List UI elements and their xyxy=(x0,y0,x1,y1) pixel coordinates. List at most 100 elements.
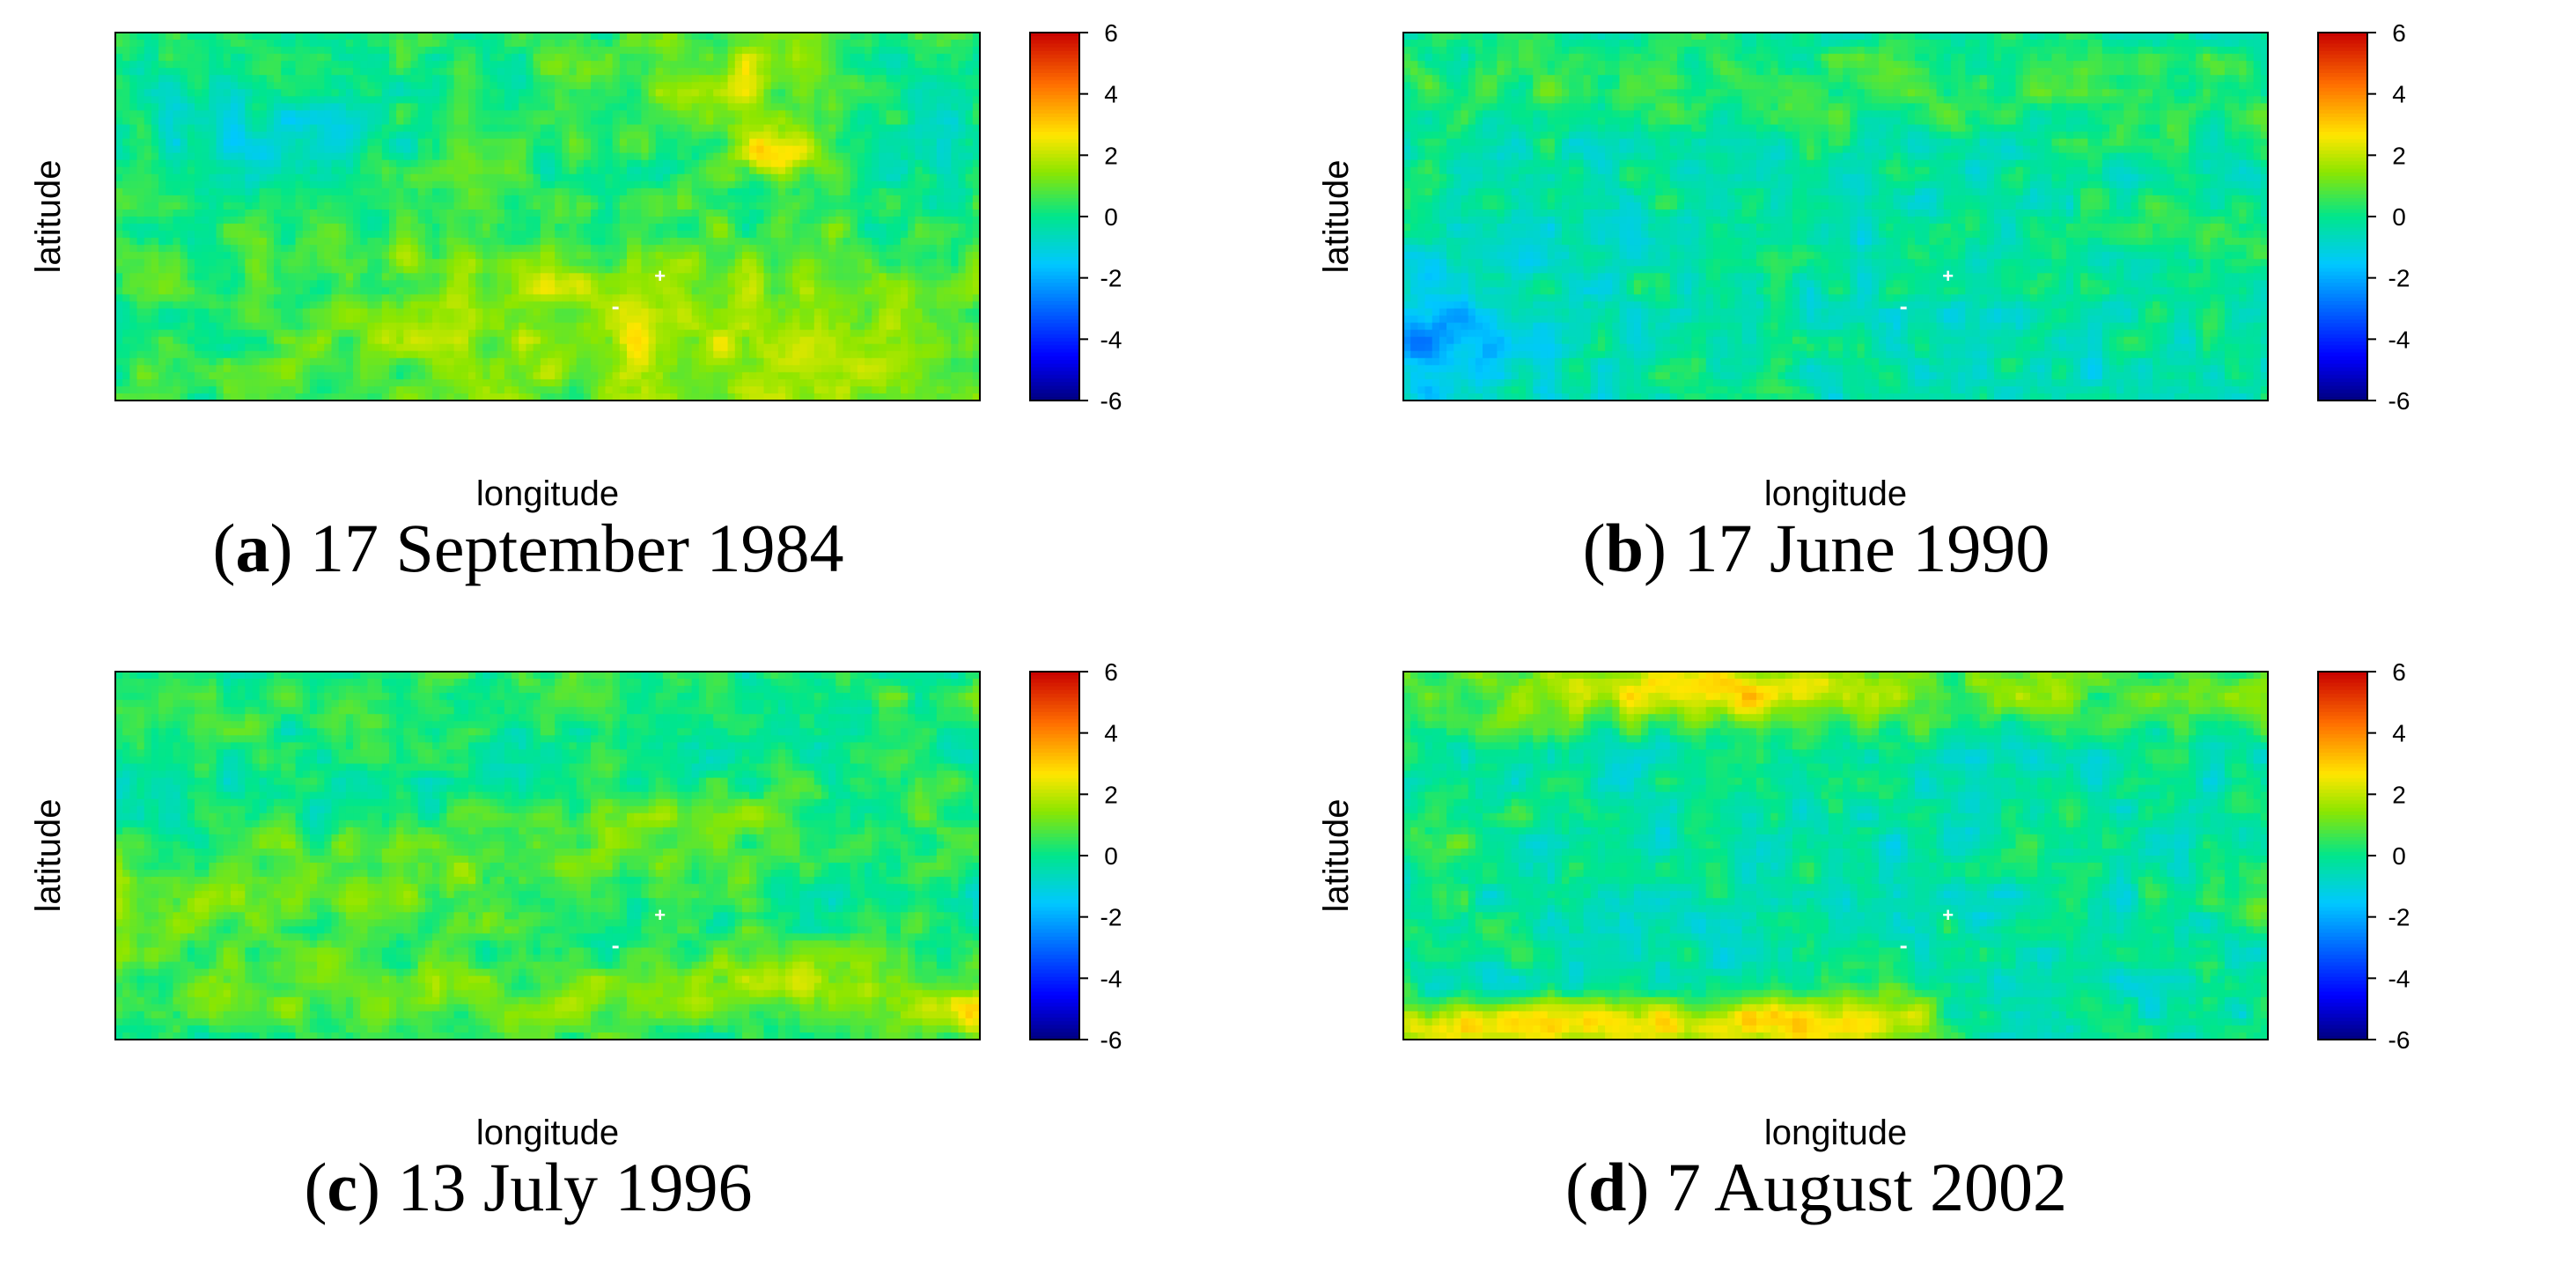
heatmap-cell xyxy=(512,209,519,217)
heatmap-cell xyxy=(202,217,210,224)
heatmap-cell xyxy=(245,322,254,331)
heatmap-cell xyxy=(374,231,383,239)
heatmap-cell xyxy=(944,231,952,239)
heatmap-cell xyxy=(562,259,570,267)
heatmap-cell xyxy=(770,103,779,112)
heatmap-cell xyxy=(245,273,254,281)
heatmap-cell xyxy=(223,252,232,260)
heatmap-cell xyxy=(605,131,614,140)
heatmap-cell xyxy=(749,224,757,232)
heatmap-cell xyxy=(641,231,650,239)
heatmap-cell xyxy=(424,180,433,189)
heatmap-cell xyxy=(641,187,650,196)
heatmap-cell xyxy=(158,294,166,303)
heatmap-cell xyxy=(424,33,433,40)
heatmap-cell xyxy=(741,180,750,189)
heatmap-cell xyxy=(274,280,282,288)
heatmap-cell xyxy=(309,245,318,253)
heatmap-cell xyxy=(288,152,297,161)
heatmap-cell xyxy=(835,61,844,69)
heatmap-cell xyxy=(893,252,902,260)
heatmap-cell xyxy=(591,145,599,154)
heatmap-cell xyxy=(591,231,599,239)
heatmap-cell xyxy=(850,54,858,62)
heatmap-cell xyxy=(936,315,945,324)
heatmap-cell xyxy=(302,117,311,126)
heatmap-cell xyxy=(374,82,383,90)
heatmap-cell xyxy=(691,231,700,239)
heatmap-cell xyxy=(865,61,872,69)
heatmap-cell xyxy=(403,47,412,55)
heatmap-cell xyxy=(634,287,642,296)
heatmap-cell xyxy=(129,54,138,62)
heatmap-cell xyxy=(540,68,548,76)
heatmap-cell xyxy=(634,110,642,119)
heatmap-cell xyxy=(475,231,483,239)
heatmap-cell xyxy=(915,238,924,246)
heatmap-cell xyxy=(872,273,880,281)
heatmap-cell xyxy=(965,96,974,104)
heatmap-cell xyxy=(655,131,664,140)
heatmap-cell xyxy=(209,152,217,161)
heatmap-cell xyxy=(951,231,960,239)
heatmap-cell xyxy=(230,96,239,104)
heatmap-cell xyxy=(245,301,254,310)
heatmap-cell xyxy=(698,124,707,133)
heatmap-cell xyxy=(569,47,578,55)
heatmap-cell xyxy=(612,245,621,253)
heatmap-cell xyxy=(720,202,729,210)
heatmap-cell xyxy=(381,217,390,224)
heatmap-cell xyxy=(136,54,145,62)
heatmap-cell xyxy=(410,238,419,246)
heatmap-cell xyxy=(533,40,541,48)
heatmap-cell xyxy=(482,252,491,260)
heatmap-cell xyxy=(173,124,181,133)
heatmap-cell xyxy=(698,75,707,83)
heatmap-cell xyxy=(533,245,541,253)
heatmap-cell xyxy=(540,315,548,324)
heatmap-cell xyxy=(136,145,145,154)
heatmap-cell xyxy=(122,273,130,281)
heatmap-cell xyxy=(915,173,924,182)
heatmap-cell xyxy=(195,152,202,161)
heatmap-cell xyxy=(432,82,440,90)
heatmap-cell xyxy=(129,238,138,246)
heatmap-cell xyxy=(828,245,836,253)
heatmap-cell xyxy=(381,40,390,48)
heatmap-cell xyxy=(252,180,261,189)
heatmap-cell xyxy=(353,273,361,281)
heatmap-cell xyxy=(691,287,700,296)
heatmap-cell xyxy=(324,166,333,175)
heatmap-cell xyxy=(122,117,130,126)
heatmap-cell xyxy=(482,266,491,274)
heatmap-cell xyxy=(576,209,585,217)
heatmap-cell xyxy=(497,96,505,104)
heatmap-cell xyxy=(482,89,491,97)
heatmap-cell xyxy=(482,245,491,253)
heatmap-cell xyxy=(627,259,635,267)
heatmap-cell xyxy=(353,110,361,119)
heatmap-cell xyxy=(533,117,541,126)
heatmap-cell xyxy=(288,301,297,310)
heatmap-cell xyxy=(548,40,556,48)
heatmap-cell xyxy=(388,54,397,62)
heatmap-cell xyxy=(806,131,815,140)
heatmap-cell xyxy=(230,152,239,161)
heatmap-cell xyxy=(144,47,152,55)
heatmap-cell xyxy=(929,209,938,217)
heatmap-cell xyxy=(886,238,894,246)
heatmap-cell xyxy=(345,202,354,210)
heatmap-cell xyxy=(230,266,239,274)
heatmap-cell xyxy=(424,315,433,324)
heatmap-cell xyxy=(439,138,448,147)
heatmap-cell xyxy=(151,315,159,324)
heatmap-cell xyxy=(345,173,354,182)
heatmap-cell xyxy=(230,82,239,90)
heatmap-cell xyxy=(230,308,239,317)
heatmap-cell xyxy=(129,266,138,274)
heatmap-cell xyxy=(799,202,808,210)
heatmap-cell xyxy=(202,287,210,296)
heatmap-cell xyxy=(908,173,916,182)
heatmap-cell xyxy=(915,117,924,126)
heatmap-cell xyxy=(813,245,822,253)
